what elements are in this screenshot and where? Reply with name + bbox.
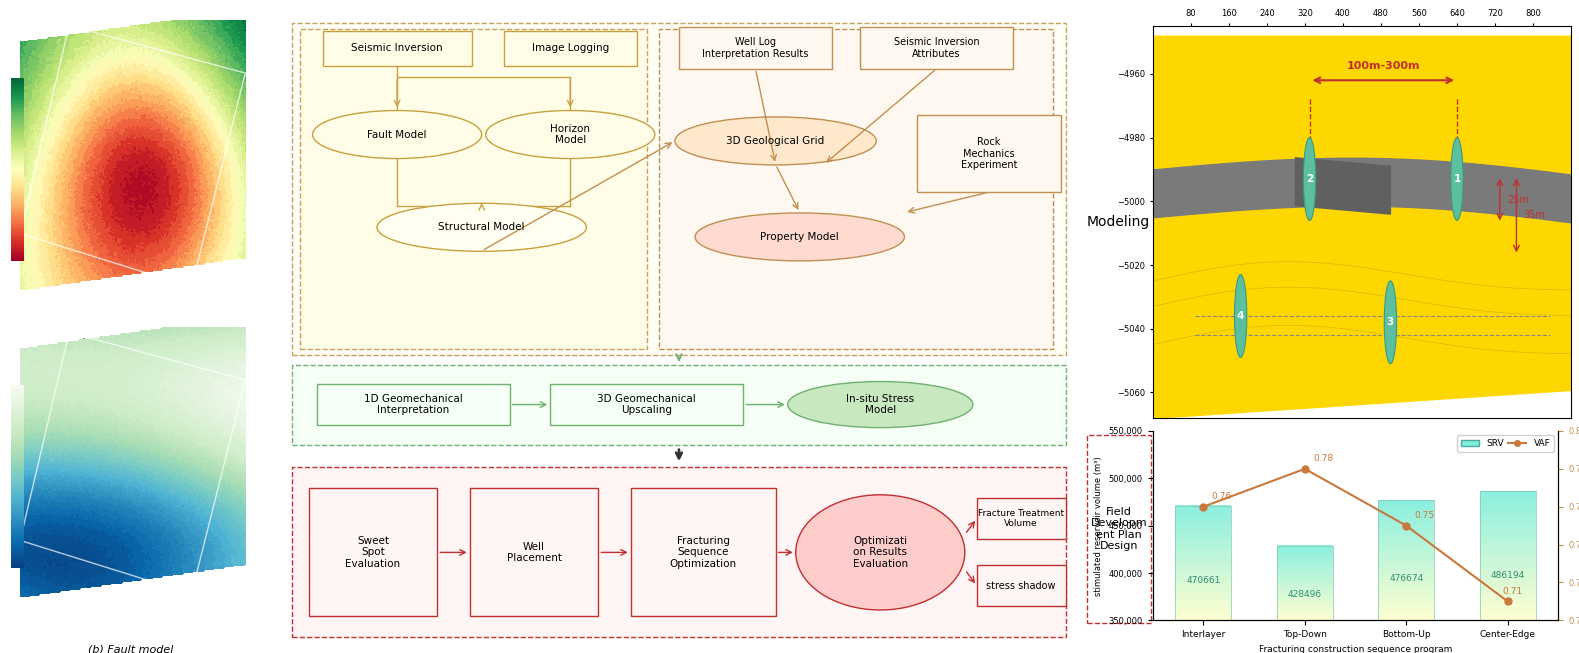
Bar <box>1175 506 1232 620</box>
Ellipse shape <box>674 117 876 165</box>
Text: Structural Model: Structural Model <box>439 222 524 232</box>
Circle shape <box>1303 138 1315 221</box>
FancyBboxPatch shape <box>658 29 1053 349</box>
Text: 486194: 486194 <box>1491 571 1525 580</box>
Text: 470661: 470661 <box>1186 576 1221 585</box>
Ellipse shape <box>377 203 586 251</box>
FancyBboxPatch shape <box>292 468 1066 637</box>
Text: Well
Placement: Well Placement <box>507 541 562 563</box>
Text: Horizon
Model: Horizon Model <box>549 123 591 146</box>
Text: 0.76: 0.76 <box>1211 492 1232 501</box>
FancyBboxPatch shape <box>292 365 1066 445</box>
FancyBboxPatch shape <box>977 565 1066 607</box>
Y-axis label: stimulated reservoir volume (m³): stimulated reservoir volume (m³) <box>1094 456 1104 596</box>
Text: 35m: 35m <box>1524 210 1546 221</box>
Text: Sweet
Spot
Evaluation: Sweet Spot Evaluation <box>346 536 401 569</box>
Ellipse shape <box>313 110 482 159</box>
Text: Fracture Treatment
Volume: Fracture Treatment Volume <box>977 509 1064 528</box>
Text: Image Logging: Image Logging <box>532 43 609 53</box>
Text: 0.75: 0.75 <box>1415 511 1435 520</box>
Text: Fault Model: Fault Model <box>368 129 426 140</box>
Text: 4: 4 <box>1236 311 1244 321</box>
Text: Well Log
Interpretation Results: Well Log Interpretation Results <box>703 37 808 59</box>
Text: stress shadow: stress shadow <box>987 581 1056 591</box>
FancyBboxPatch shape <box>322 31 472 66</box>
Text: 2: 2 <box>1306 174 1314 184</box>
Circle shape <box>1235 274 1247 357</box>
Text: Fracturing
Sequence
Optimization: Fracturing Sequence Optimization <box>669 536 737 569</box>
FancyBboxPatch shape <box>504 31 636 66</box>
Text: 3: 3 <box>1386 317 1394 327</box>
FancyBboxPatch shape <box>469 488 598 616</box>
FancyBboxPatch shape <box>916 116 1061 192</box>
Text: Rock
Mechanics
Experiment: Rock Mechanics Experiment <box>960 137 1017 170</box>
FancyBboxPatch shape <box>549 384 744 425</box>
Ellipse shape <box>796 495 965 610</box>
Bar <box>1277 546 1333 620</box>
Text: 476674: 476674 <box>1390 574 1423 583</box>
Text: Seismic Inversion: Seismic Inversion <box>351 43 444 53</box>
Text: Property Model: Property Model <box>761 232 838 242</box>
FancyBboxPatch shape <box>1086 435 1151 623</box>
Legend: SRV, VAF: SRV, VAF <box>1457 436 1554 452</box>
Ellipse shape <box>695 213 905 261</box>
Bar <box>1378 500 1434 620</box>
Text: Optimizati
on Results
Evaluation: Optimizati on Results Evaluation <box>853 536 908 569</box>
Bar <box>1480 492 1536 620</box>
FancyBboxPatch shape <box>292 22 1066 355</box>
FancyBboxPatch shape <box>308 488 437 616</box>
Text: 428496: 428496 <box>1288 590 1322 599</box>
Text: Seismic Inversion
Attributes: Seismic Inversion Attributes <box>894 37 979 59</box>
Text: Modeling: Modeling <box>1086 215 1151 229</box>
Text: 25m: 25m <box>1506 195 1528 204</box>
Ellipse shape <box>486 110 655 159</box>
FancyBboxPatch shape <box>300 29 647 349</box>
FancyBboxPatch shape <box>316 384 510 425</box>
Ellipse shape <box>788 381 973 428</box>
Text: 0.71: 0.71 <box>1503 587 1522 596</box>
Text: 1: 1 <box>1453 174 1461 184</box>
Polygon shape <box>1295 158 1391 214</box>
Text: 3D Geological Grid: 3D Geological Grid <box>726 136 824 146</box>
Circle shape <box>1451 138 1464 221</box>
Circle shape <box>1385 281 1396 364</box>
Text: In-situ Stress
Model: In-situ Stress Model <box>846 394 914 415</box>
FancyBboxPatch shape <box>861 27 1014 69</box>
Text: 100m-300m: 100m-300m <box>1347 61 1420 71</box>
X-axis label: Fracturing construction sequence program: Fracturing construction sequence program <box>1258 645 1453 653</box>
Text: (a) Horizon model: (a) Horizon model <box>81 338 180 347</box>
Text: 3D Geomechanical
Upscaling: 3D Geomechanical Upscaling <box>597 394 696 415</box>
Text: 0.78: 0.78 <box>1314 454 1333 463</box>
Text: 1D Geomechanical
Interpretation: 1D Geomechanical Interpretation <box>363 394 463 415</box>
FancyBboxPatch shape <box>679 27 832 69</box>
Text: Field
Developm
ent Plan
Design: Field Developm ent Plan Design <box>1091 507 1146 551</box>
Text: (b) Fault model: (b) Fault model <box>87 645 174 653</box>
FancyBboxPatch shape <box>977 498 1066 539</box>
FancyBboxPatch shape <box>630 488 775 616</box>
